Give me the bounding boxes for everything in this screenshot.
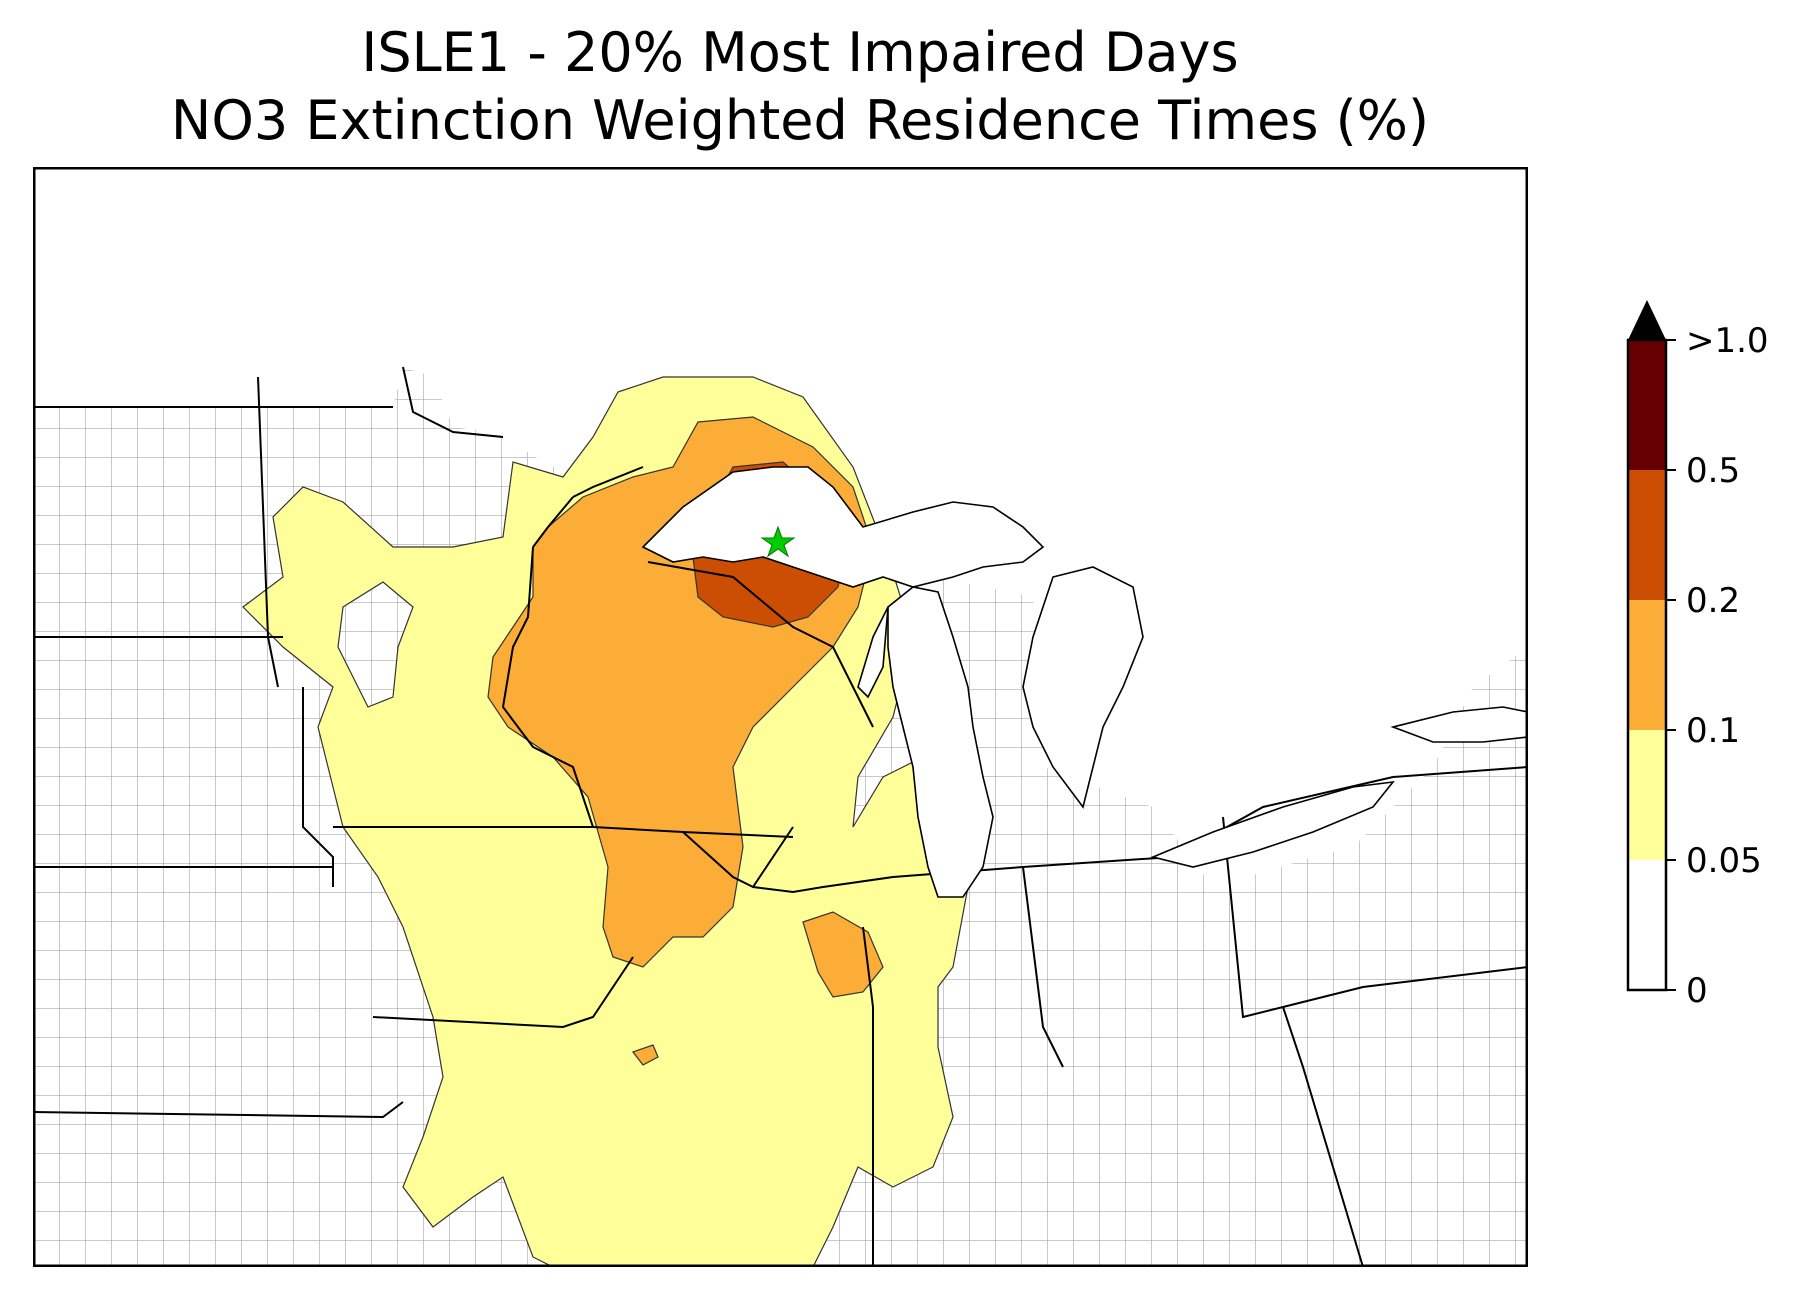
contour-0.1-patch-river	[632, 1044, 659, 1066]
colorbar-tick-label: 0	[1686, 971, 1708, 1011]
colorbar-tick-label: 0.1	[1686, 711, 1740, 751]
colorbar-box-3	[1628, 470, 1666, 600]
site-marker-star	[760, 525, 796, 558]
colorbar-tick-label: >1.0	[1686, 321, 1769, 361]
lake-shores	[641, 466, 1528, 898]
colorbar-box-0	[1628, 860, 1666, 990]
map-panel	[33, 167, 1528, 1267]
colorbar-frame	[1626, 338, 1668, 992]
colorbar-box-2	[1628, 600, 1666, 730]
lake-erie	[1150, 780, 1395, 868]
map-title-line-1: ISLE1 - 20% Most Impaired Days	[361, 21, 1239, 84]
colorbar-tick-label: 0.05	[1686, 841, 1762, 881]
colorbar-ticks: 0 0.05 0.1 0.2 0.5 >1.0	[1666, 321, 1769, 1011]
lake-michigan	[887, 586, 994, 898]
colorbar: 0 0.05 0.1 0.2 0.5 >1.0	[1626, 300, 1769, 1011]
colorbar-extend-arrow	[1628, 300, 1666, 340]
green-bay	[857, 606, 889, 699]
colorbar-boxes	[1628, 340, 1666, 990]
colorbar-tick-label: 0.5	[1686, 451, 1740, 491]
lake-superior	[641, 466, 1045, 588]
colorbar-tick-label: 0.2	[1686, 581, 1740, 621]
state-borders	[33, 366, 1528, 1267]
map-title-line-2: NO3 Extinction Weighted Residence Times …	[170, 89, 1430, 152]
lake-huron	[1022, 566, 1144, 809]
colorbar-box-4	[1628, 340, 1666, 470]
colorbar-box-1	[1628, 730, 1666, 860]
lake-ontario	[1390, 706, 1528, 743]
map-frame	[33, 167, 1528, 1267]
